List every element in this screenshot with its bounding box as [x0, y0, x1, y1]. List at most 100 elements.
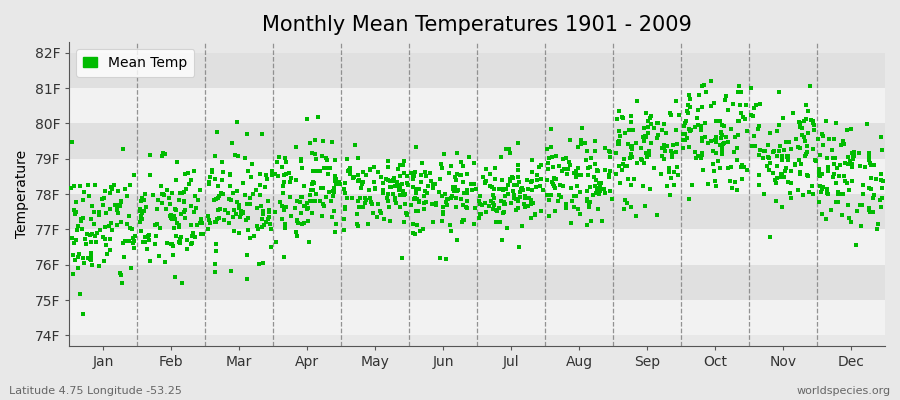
Point	[637, 203, 652, 210]
Point	[827, 161, 842, 167]
Point	[328, 181, 343, 187]
Point	[624, 181, 638, 188]
Point	[156, 191, 170, 197]
Point	[418, 200, 432, 206]
Point	[497, 199, 511, 205]
Point	[370, 214, 384, 220]
Point	[241, 227, 256, 234]
Point	[525, 156, 539, 163]
Point	[146, 192, 160, 198]
Point	[355, 181, 369, 187]
Point	[630, 160, 644, 166]
Point	[527, 211, 542, 218]
Point	[329, 221, 344, 228]
Point	[650, 212, 664, 218]
Point	[65, 234, 79, 241]
Point	[842, 161, 856, 167]
Point	[397, 192, 411, 198]
Point	[223, 171, 238, 178]
Point	[83, 232, 97, 238]
Point	[337, 216, 351, 223]
Point	[850, 208, 864, 214]
Point	[110, 206, 124, 213]
Point	[64, 185, 78, 191]
Point	[644, 120, 659, 127]
Point	[359, 172, 374, 178]
Point	[808, 157, 823, 163]
Point	[134, 195, 148, 201]
Point	[412, 198, 427, 205]
Point	[103, 236, 117, 242]
Point	[227, 228, 241, 234]
Point	[715, 147, 729, 154]
Point	[446, 186, 460, 192]
Point	[400, 182, 415, 188]
Point	[230, 153, 245, 160]
Point	[680, 102, 695, 108]
Point	[715, 151, 729, 157]
Point	[530, 172, 544, 178]
Point	[205, 169, 220, 175]
Point	[328, 157, 342, 163]
Point	[807, 126, 822, 133]
Point	[141, 237, 156, 244]
Point	[816, 142, 831, 148]
Point	[406, 184, 420, 191]
Point	[775, 171, 789, 178]
Point	[193, 187, 207, 194]
Point	[563, 162, 578, 168]
Point	[530, 177, 544, 184]
Point	[778, 165, 793, 171]
Point	[719, 134, 733, 140]
Point	[611, 138, 625, 145]
Point	[172, 222, 186, 228]
Point	[487, 194, 501, 201]
Point	[682, 104, 697, 110]
Point	[582, 164, 597, 170]
Point	[747, 133, 761, 139]
Point	[590, 184, 604, 191]
Point	[177, 209, 192, 215]
Point	[772, 89, 787, 95]
Point	[191, 197, 205, 204]
Point	[626, 176, 641, 182]
Point	[405, 175, 419, 181]
Point	[322, 165, 337, 171]
Point	[450, 188, 464, 194]
Point	[574, 141, 589, 147]
Point	[120, 220, 134, 227]
Point	[184, 203, 198, 210]
Point	[861, 157, 876, 164]
Point	[368, 186, 382, 192]
Point	[559, 202, 573, 209]
Point	[433, 255, 447, 261]
Point	[679, 137, 693, 144]
Point	[462, 154, 476, 160]
Point	[512, 244, 526, 250]
Point	[289, 229, 303, 235]
Point	[777, 174, 791, 181]
Text: worldspecies.org: worldspecies.org	[796, 386, 891, 396]
Point	[122, 225, 137, 231]
Point	[871, 220, 886, 227]
Point	[513, 194, 527, 200]
Point	[794, 161, 808, 167]
Point	[117, 254, 131, 260]
Point	[801, 130, 815, 136]
Point	[800, 107, 814, 114]
Point	[274, 216, 289, 222]
Point	[66, 252, 80, 258]
Point	[316, 202, 330, 209]
Point	[852, 162, 867, 169]
Point	[602, 168, 616, 174]
Point	[190, 222, 204, 228]
Point	[670, 164, 684, 170]
Point	[410, 196, 425, 202]
Point	[308, 198, 322, 204]
Point	[341, 168, 356, 174]
Point	[88, 233, 103, 239]
Point	[496, 186, 510, 192]
Point	[264, 244, 278, 250]
Point	[92, 212, 106, 218]
Point	[625, 119, 639, 126]
